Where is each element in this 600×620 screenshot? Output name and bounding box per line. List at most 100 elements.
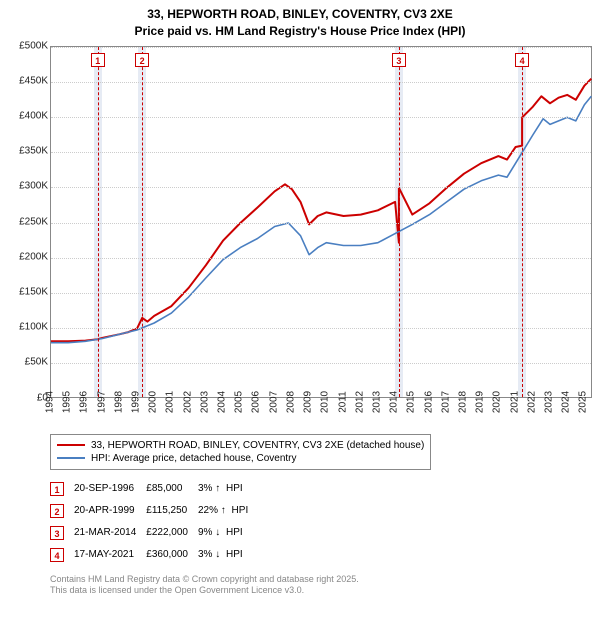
y-axis-label: £250K (8, 216, 48, 227)
y-axis-label: £100K (8, 322, 48, 333)
y-axis-label: £200K (8, 251, 48, 262)
transaction-date: 17-MAY-2021 (74, 544, 146, 566)
x-axis-label: 2010 (320, 390, 331, 412)
legend-label: HPI: Average price, detached house, Cove… (91, 453, 297, 464)
legend-swatch (57, 457, 85, 459)
x-axis-label: 2021 (509, 390, 520, 412)
marker-number-box: 1 (91, 53, 105, 67)
y-axis-label: £400K (8, 110, 48, 121)
transaction-marker: 2 (50, 500, 74, 522)
x-axis-label: 2018 (457, 390, 468, 412)
transaction-date: 20-SEP-1996 (74, 478, 146, 500)
x-axis-label: 2004 (217, 390, 228, 412)
y-gridline (51, 328, 591, 329)
legend-swatch (57, 444, 85, 446)
transaction-marker: 1 (50, 478, 74, 500)
transaction-row: 120-SEP-1996£85,0003% ↑ HPI (50, 478, 258, 500)
transaction-row: 417-MAY-2021£360,0003% ↓ HPI (50, 544, 258, 566)
x-axis-label: 2020 (492, 390, 503, 412)
y-axis-label: £150K (8, 286, 48, 297)
chart-area: £0 £50K £100K £150K £200K £250K £300K £350K £400… (8, 46, 592, 426)
x-axis-label: 2024 (561, 390, 572, 412)
y-axis-label: £500K (8, 40, 48, 51)
arrow-icon: ↑ (221, 505, 229, 516)
marker-rule (522, 47, 523, 397)
marker-rule (98, 47, 99, 397)
x-axis-label: 2014 (389, 390, 400, 412)
transactions-table: 120-SEP-1996£85,0003% ↑ HPI220-APR-1999£… (50, 478, 258, 566)
marker-number-box: 2 (135, 53, 149, 67)
x-axis-label: 2023 (543, 390, 554, 412)
y-gridline (51, 187, 591, 188)
arrow-icon: ↓ (215, 549, 223, 560)
legend-label: 33, HEPWORTH ROAD, BINLEY, COVENTRY, CV3… (91, 440, 424, 451)
chart-title: 33, HEPWORTH ROAD, BINLEY, COVENTRY, CV3… (8, 6, 592, 40)
y-gridline (51, 117, 591, 118)
y-axis-label: £0 (8, 392, 48, 403)
transaction-price: £222,000 (146, 522, 198, 544)
x-axis-label: 2006 (251, 390, 262, 412)
legend-item: 33, HEPWORTH ROAD, BINLEY, COVENTRY, CV3… (57, 439, 424, 452)
marker-rule (142, 47, 143, 397)
x-axis-label: 2015 (406, 390, 417, 412)
y-gridline (51, 293, 591, 294)
x-axis-label: 2008 (285, 390, 296, 412)
transaction-marker: 4 (50, 544, 74, 566)
title-line-2: Price paid vs. HM Land Registry's House … (8, 23, 592, 40)
x-axis-label: 2000 (148, 390, 159, 412)
x-axis-label: 2005 (234, 390, 245, 412)
marker-number-box: 3 (392, 53, 406, 67)
footer-line-1: Contains HM Land Registry data © Crown c… (50, 574, 592, 586)
x-axis-label: 2001 (165, 390, 176, 412)
x-axis-label: 1994 (45, 390, 56, 412)
marker-number-box: 4 (515, 53, 529, 67)
arrow-icon: ↑ (215, 483, 223, 494)
y-gridline (51, 223, 591, 224)
x-axis-label: 2022 (526, 390, 537, 412)
transaction-pct: 22% ↑ HPI (198, 500, 258, 522)
x-axis-label: 1999 (131, 390, 142, 412)
y-gridline (51, 152, 591, 153)
footer-line-2: This data is licensed under the Open Gov… (50, 585, 592, 597)
transaction-row: 220-APR-1999£115,25022% ↑ HPI (50, 500, 258, 522)
y-axis-label: £300K (8, 181, 48, 192)
transaction-pct: 3% ↓ HPI (198, 544, 258, 566)
y-axis-label: £50K (8, 357, 48, 368)
x-axis-label: 2019 (475, 390, 486, 412)
x-axis-label: 2011 (337, 391, 348, 413)
y-gridline (51, 258, 591, 259)
x-axis-label: 1998 (113, 390, 124, 412)
x-axis-label: 1995 (62, 390, 73, 412)
series-line-hpi (51, 96, 591, 342)
transaction-marker: 3 (50, 522, 74, 544)
transaction-price: £360,000 (146, 544, 198, 566)
y-gridline (51, 82, 591, 83)
series-svg (51, 47, 591, 397)
x-axis-label: 1996 (79, 390, 90, 412)
transaction-row: 321-MAR-2014£222,0009% ↓ HPI (50, 522, 258, 544)
y-gridline (51, 47, 591, 48)
x-axis-label: 2025 (578, 390, 589, 412)
legend: 33, HEPWORTH ROAD, BINLEY, COVENTRY, CV3… (50, 434, 431, 470)
y-axis-label: £350K (8, 146, 48, 157)
transaction-date: 20-APR-1999 (74, 500, 146, 522)
y-axis-label: £450K (8, 75, 48, 86)
x-axis-label: 2012 (354, 390, 365, 412)
transaction-price: £115,250 (146, 500, 198, 522)
transaction-date: 21-MAR-2014 (74, 522, 146, 544)
x-axis-label: 2003 (199, 390, 210, 412)
x-axis-label: 1997 (96, 390, 107, 412)
marker-rule (399, 47, 400, 397)
transaction-pct: 3% ↑ HPI (198, 478, 258, 500)
y-gridline (51, 363, 591, 364)
x-axis-label: 2017 (440, 390, 451, 412)
x-axis-label: 2007 (268, 390, 279, 412)
x-axis-label: 2009 (303, 390, 314, 412)
chart-container: 33, HEPWORTH ROAD, BINLEY, COVENTRY, CV3… (0, 0, 600, 605)
transaction-price: £85,000 (146, 478, 198, 500)
arrow-icon: ↓ (215, 527, 223, 538)
title-line-1: 33, HEPWORTH ROAD, BINLEY, COVENTRY, CV3… (8, 6, 592, 23)
x-axis-label: 2002 (182, 390, 193, 412)
legend-item: HPI: Average price, detached house, Cove… (57, 452, 424, 465)
x-axis-label: 2016 (423, 390, 434, 412)
